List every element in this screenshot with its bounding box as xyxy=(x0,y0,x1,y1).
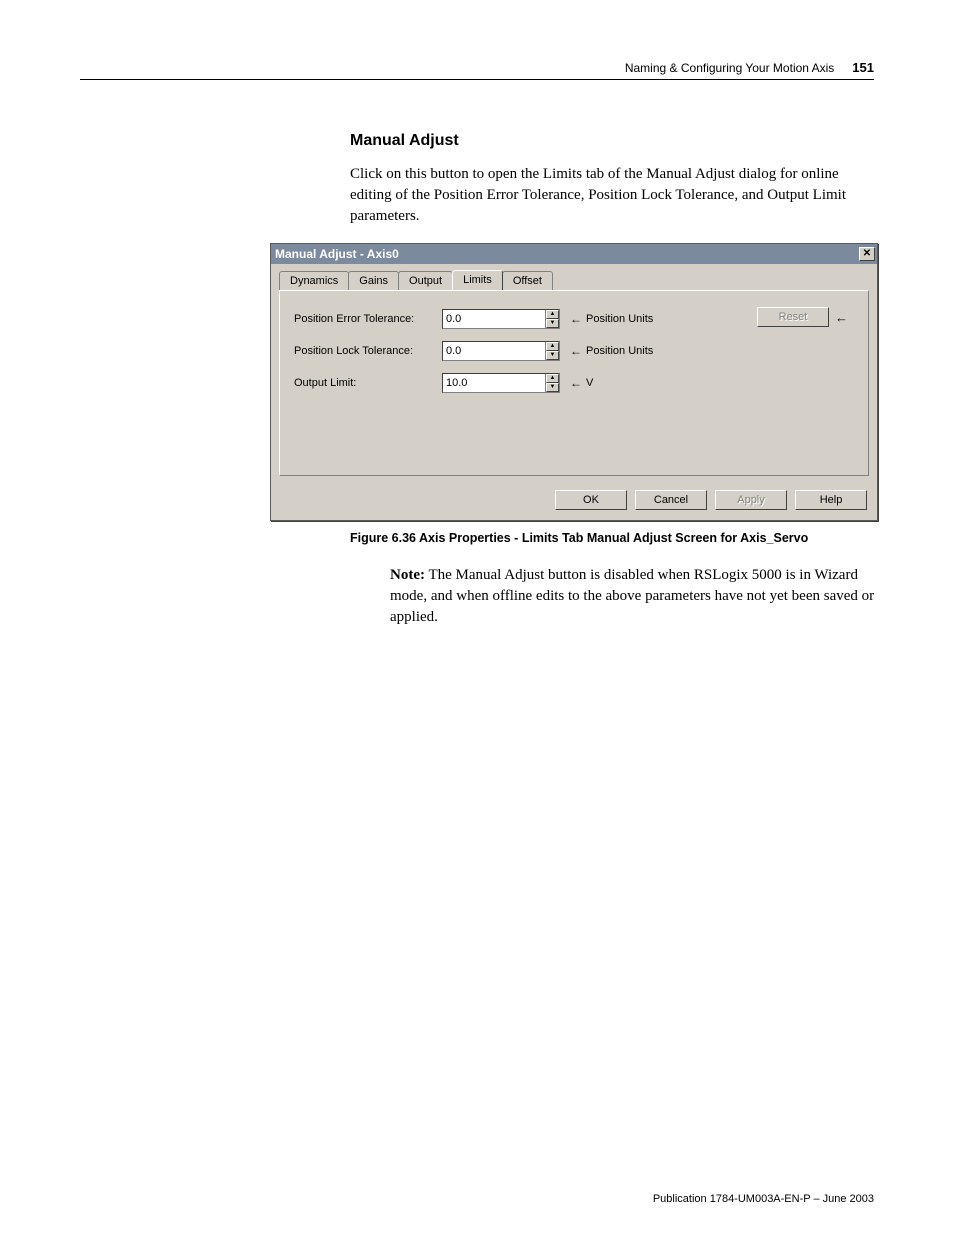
tab-limits[interactable]: Limits xyxy=(452,270,503,290)
output-limit-unit: V xyxy=(586,377,593,389)
arrow-left-icon: ← xyxy=(835,310,848,325)
position-lock-tolerance-unit: Position Units xyxy=(586,345,653,357)
spin-up-icon[interactable]: ▲ xyxy=(546,310,559,319)
output-limit-label: Output Limit: xyxy=(294,377,442,389)
dialog-title: Manual Adjust - Axis0 xyxy=(275,247,399,261)
ok-button[interactable]: OK xyxy=(555,490,627,510)
spin-up-icon[interactable]: ▲ xyxy=(546,374,559,383)
arrow-left-icon: ← xyxy=(570,312,582,326)
output-limit-input[interactable] xyxy=(443,374,545,392)
tab-gains[interactable]: Gains xyxy=(348,271,399,291)
cancel-button[interactable]: Cancel xyxy=(635,490,707,510)
note-text: The Manual Adjust button is disabled whe… xyxy=(390,567,874,625)
help-button[interactable]: Help xyxy=(795,490,867,510)
limits-panel: Reset ← Position Error Tolerance: ▲ ▼ ← … xyxy=(279,290,869,476)
position-error-tolerance-label: Position Error Tolerance: xyxy=(294,313,442,325)
publication-footer: Publication 1784-UM003A-EN-P – June 2003 xyxy=(653,1193,874,1205)
spin-up-icon[interactable]: ▲ xyxy=(546,342,559,351)
tab-output[interactable]: Output xyxy=(398,271,453,291)
manual-adjust-heading: Manual Adjust xyxy=(350,132,880,150)
spin-down-icon[interactable]: ▼ xyxy=(546,319,559,328)
position-lock-tolerance-spinner[interactable]: ▲ ▼ xyxy=(442,341,560,361)
arrow-left-icon: ← xyxy=(570,344,582,358)
position-lock-tolerance-label: Position Lock Tolerance: xyxy=(294,345,442,357)
arrow-left-icon: ← xyxy=(570,376,582,390)
spin-down-icon[interactable]: ▼ xyxy=(546,351,559,360)
spin-down-icon[interactable]: ▼ xyxy=(546,383,559,392)
apply-button[interactable]: Apply xyxy=(715,490,787,510)
manual-adjust-intro: Click on this button to open the Limits … xyxy=(350,164,880,227)
tab-offset[interactable]: Offset xyxy=(502,271,553,291)
figure-caption: Figure 6.36 Axis Properties - Limits Tab… xyxy=(350,531,880,545)
tabs-row: Dynamics Gains Output Limits Offset xyxy=(271,264,877,290)
note-label: Note: xyxy=(390,567,425,583)
note-block: Note: The Manual Adjust button is disabl… xyxy=(390,565,880,628)
output-limit-spinner[interactable]: ▲ ▼ xyxy=(442,373,560,393)
close-icon[interactable]: ✕ xyxy=(859,247,875,261)
position-error-tolerance-input[interactable] xyxy=(443,310,545,328)
dialog-button-bar: OK Cancel Apply Help xyxy=(271,484,877,520)
position-error-tolerance-spinner[interactable]: ▲ ▼ xyxy=(442,309,560,329)
header-page-number: 151 xyxy=(852,60,874,75)
tab-dynamics[interactable]: Dynamics xyxy=(279,271,349,291)
header-chapter: Naming & Configuring Your Motion Axis xyxy=(625,61,834,75)
dialog-titlebar: Manual Adjust - Axis0 ✕ xyxy=(271,244,877,264)
position-lock-tolerance-input[interactable] xyxy=(443,342,545,360)
manual-adjust-dialog: Manual Adjust - Axis0 ✕ Dynamics Gains O… xyxy=(270,243,878,521)
reset-button[interactable]: Reset xyxy=(757,307,829,327)
position-error-tolerance-unit: Position Units xyxy=(586,313,653,325)
page-header: Naming & Configuring Your Motion Axis 15… xyxy=(80,60,874,80)
